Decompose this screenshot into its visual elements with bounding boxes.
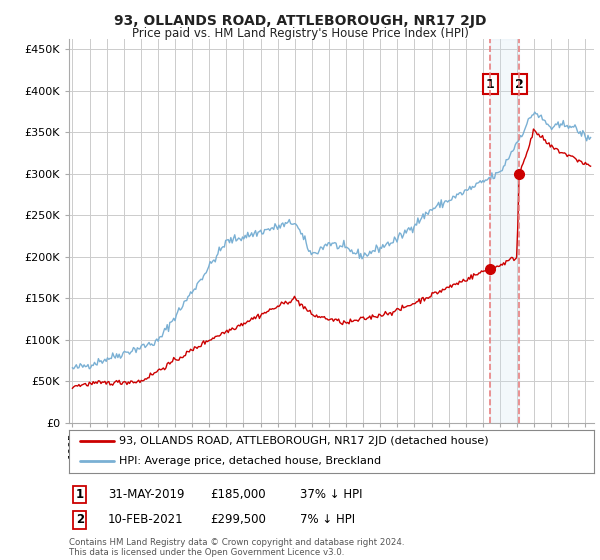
Text: Contains HM Land Registry data © Crown copyright and database right 2024.
This d: Contains HM Land Registry data © Crown c…	[69, 538, 404, 557]
Text: HPI: Average price, detached house, Breckland: HPI: Average price, detached house, Brec…	[119, 456, 381, 466]
Text: 7% ↓ HPI: 7% ↓ HPI	[300, 513, 355, 526]
Bar	[490, 39, 519, 423]
Text: 31-MAY-2019: 31-MAY-2019	[108, 488, 185, 501]
Text: £185,000: £185,000	[210, 488, 266, 501]
Text: 10-FEB-2021: 10-FEB-2021	[108, 513, 184, 526]
Text: 2: 2	[76, 513, 84, 526]
Text: 1: 1	[76, 488, 84, 501]
Text: 1: 1	[485, 77, 494, 91]
Text: 93, OLLANDS ROAD, ATTLEBOROUGH, NR17 2JD: 93, OLLANDS ROAD, ATTLEBOROUGH, NR17 2JD	[114, 14, 486, 28]
Text: 37% ↓ HPI: 37% ↓ HPI	[300, 488, 362, 501]
Text: £299,500: £299,500	[210, 513, 266, 526]
Text: 93, OLLANDS ROAD, ATTLEBOROUGH, NR17 2JD (detached house): 93, OLLANDS ROAD, ATTLEBOROUGH, NR17 2JD…	[119, 436, 488, 446]
Text: 2: 2	[515, 77, 523, 91]
Text: Price paid vs. HM Land Registry's House Price Index (HPI): Price paid vs. HM Land Registry's House …	[131, 27, 469, 40]
